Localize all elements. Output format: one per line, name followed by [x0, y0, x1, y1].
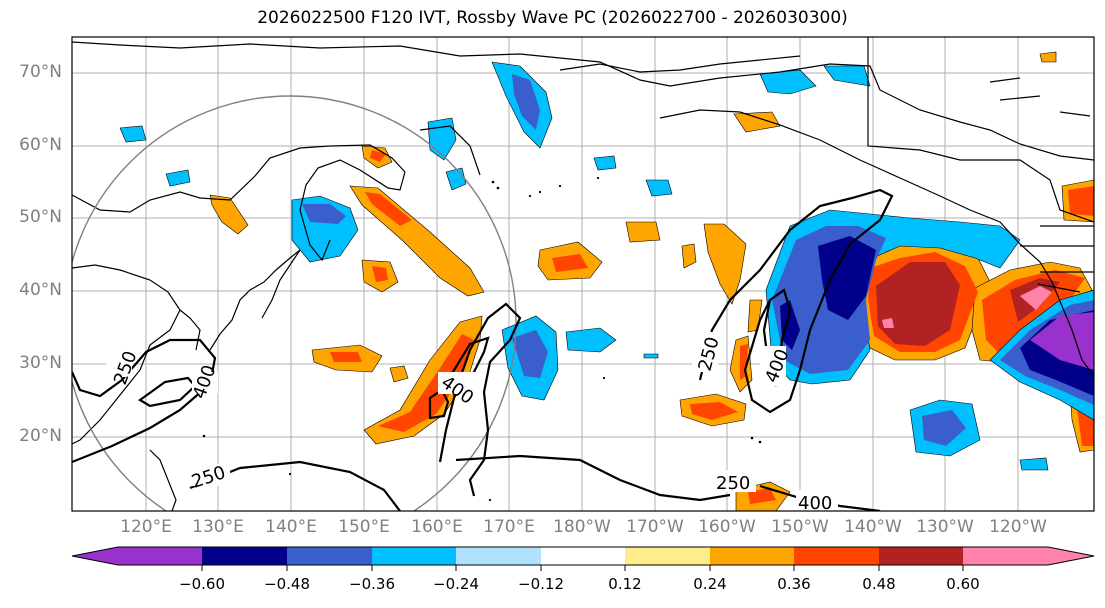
rossby-wave-region-circle: [72, 95, 517, 511]
colorbar-tick-label: 0.36: [777, 575, 811, 593]
map-frame: [71, 36, 1095, 512]
colorbar-tick-label: −0.36: [349, 575, 395, 593]
strong-negative-fills: [302, 74, 1094, 446]
longitude-label: 150°W: [771, 517, 829, 537]
longitude-label: 170°W: [626, 517, 684, 537]
longitude-label: 120°E: [120, 517, 172, 537]
longitude-label: 180°W: [553, 517, 611, 537]
latitude-label: 30°N: [19, 353, 62, 373]
colorbar-extend-max: [1048, 547, 1094, 565]
colorbar-tick-label: −0.24: [433, 575, 479, 593]
islands: [202, 176, 762, 502]
longitude-label: 160°E: [411, 517, 463, 537]
longitude-label: 130°E: [192, 517, 244, 537]
longitude-label: 130°W: [916, 517, 974, 537]
contour-label: 400: [798, 493, 832, 514]
longitude-label: 150°E: [338, 517, 390, 537]
colorbar-tick-label: 0.48: [862, 575, 896, 593]
colorbar-tick-label: 0.24: [693, 575, 727, 593]
contour-label: 250: [716, 473, 750, 494]
colorbar-extend-min: [72, 547, 118, 565]
colorbar-tick-label: −0.12: [518, 575, 564, 593]
longitude-label: 160°W: [698, 517, 756, 537]
colorbar-tick-label: 0.60: [946, 575, 980, 593]
colorbar-tick-label: −0.48: [264, 575, 310, 593]
latitude-label: 50°N: [19, 207, 62, 227]
contour-labels: 250 400 400 250 400 250 250 400: [106, 332, 838, 514]
map-title: 2026022500 F120 IVT, Rossby Wave PC (202…: [257, 8, 848, 28]
ivt-contours: [72, 188, 894, 511]
longitude-label: 170°E: [483, 517, 535, 537]
latitude-label: 70°N: [19, 62, 62, 82]
latitude-label: 40°N: [19, 280, 62, 300]
latitude-label: 20°N: [19, 426, 62, 446]
longitude-label: 120°W: [989, 517, 1047, 537]
colorbar-tick-label: 0.12: [608, 575, 642, 593]
longitude-label: 140°E: [265, 517, 317, 537]
strong-positive-fills: [330, 150, 1094, 504]
graticule: [72, 37, 1094, 511]
coastlines: [72, 37, 1094, 511]
colorbar: [71, 546, 1095, 571]
latitude-label: 60°N: [19, 135, 62, 155]
colorbar-tick-label: −0.60: [179, 575, 225, 593]
longitude-label: 140°W: [844, 517, 902, 537]
